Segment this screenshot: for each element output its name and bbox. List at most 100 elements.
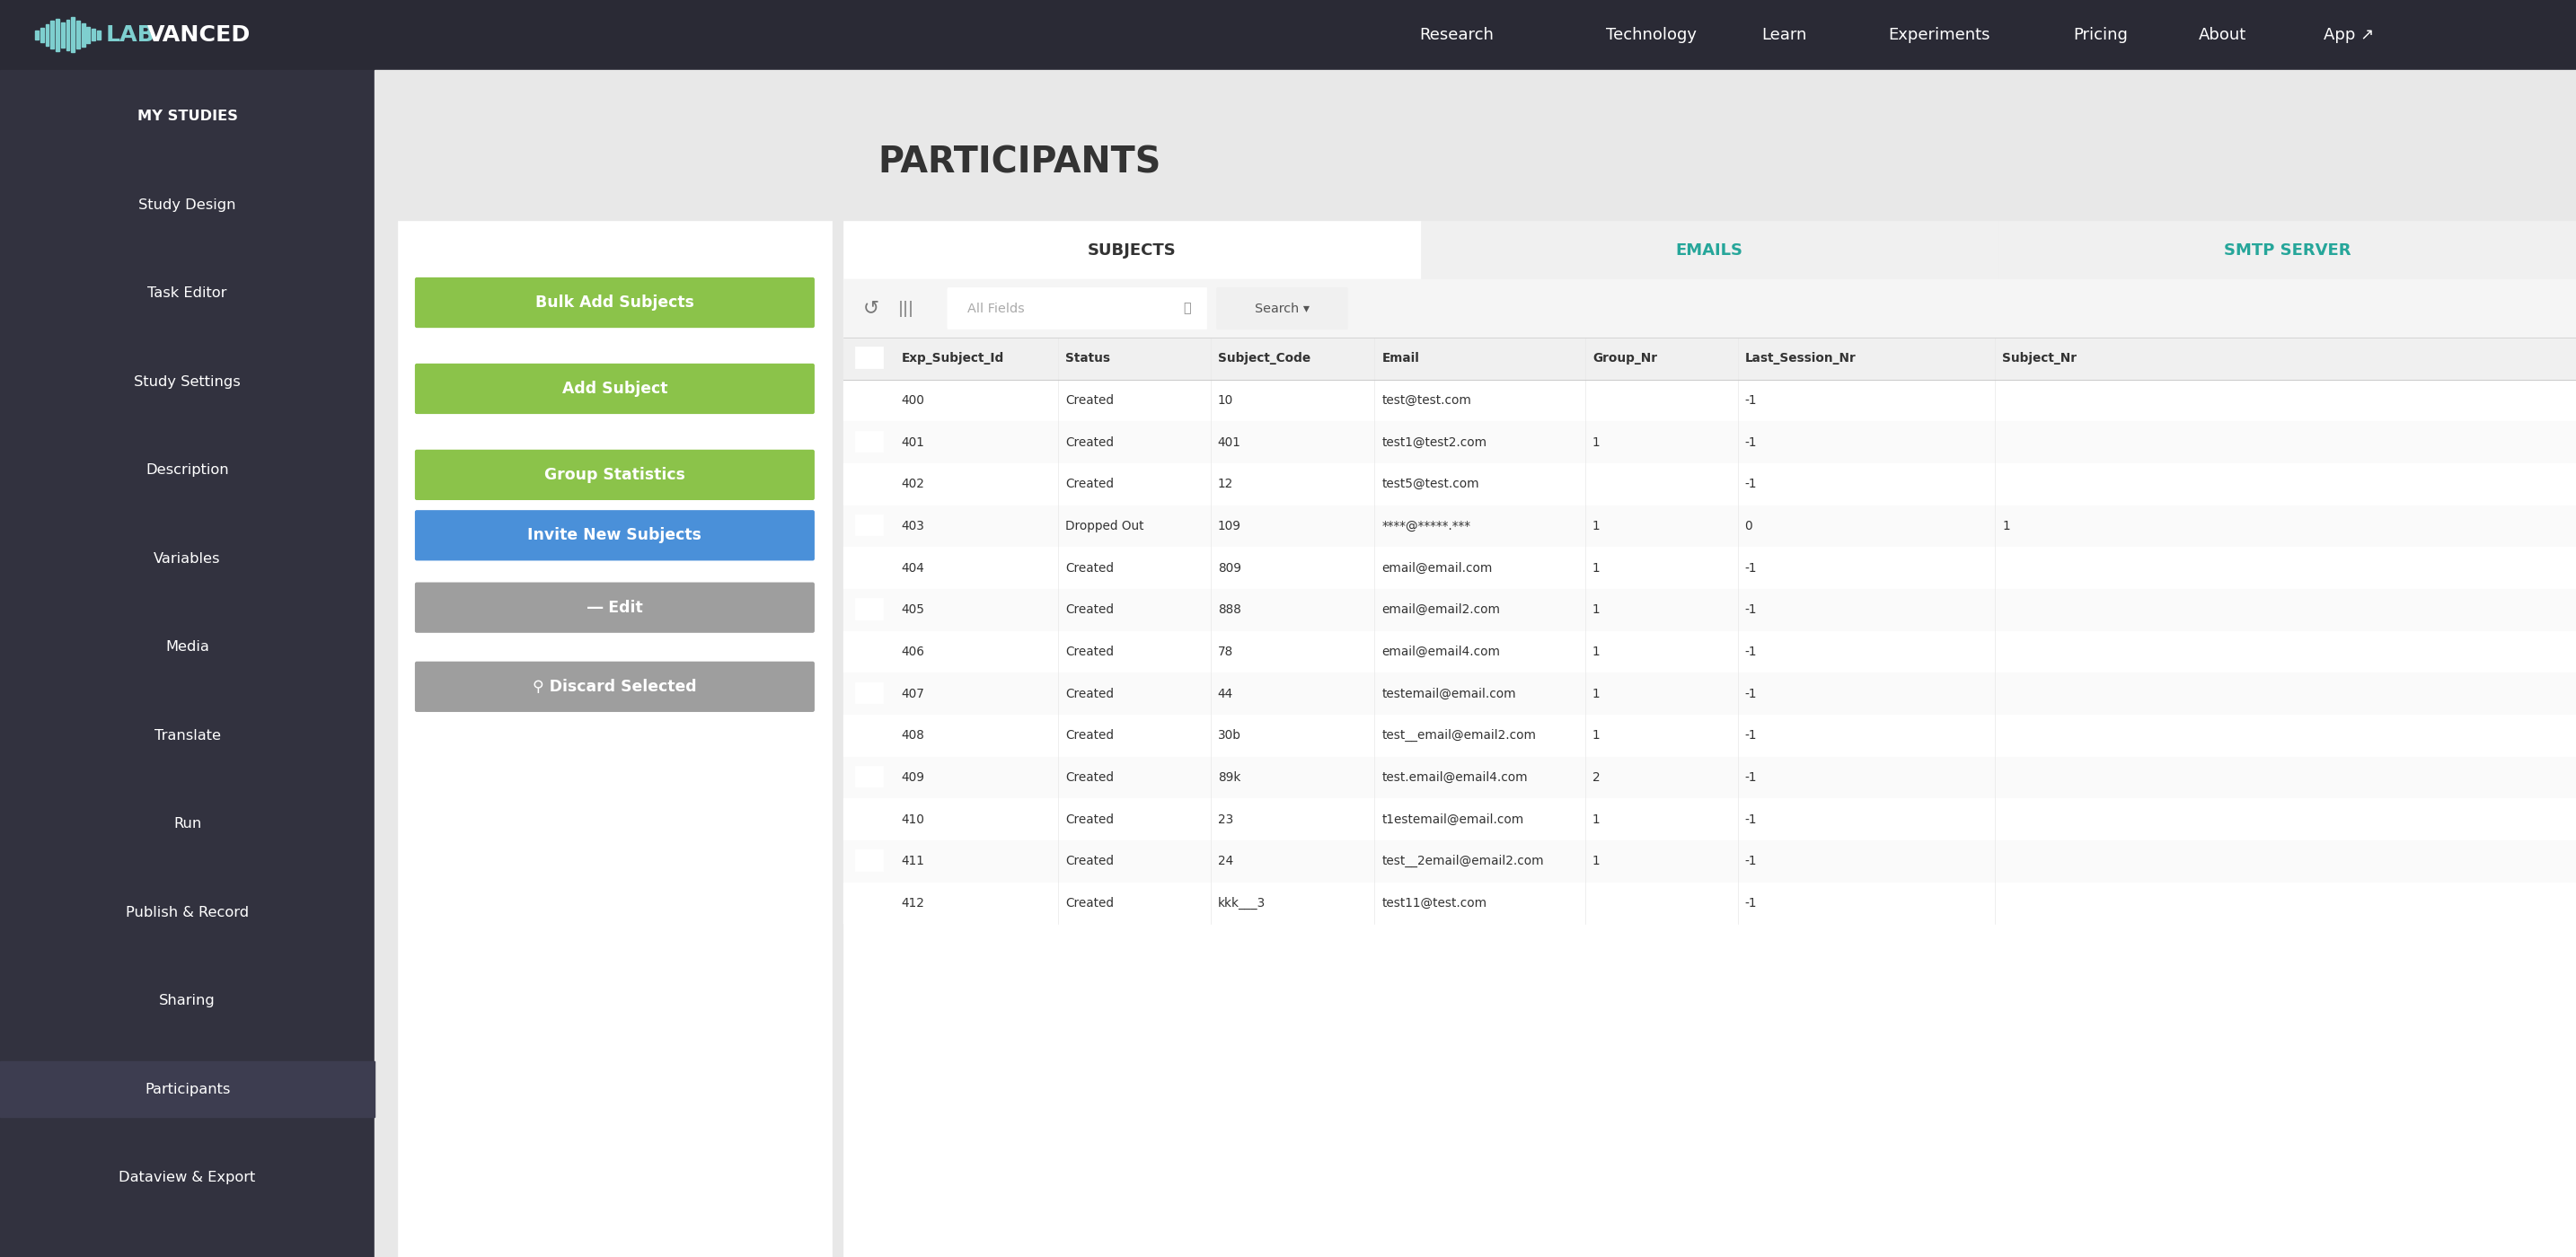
- Bar: [842, 338, 2576, 380]
- Text: Variables: Variables: [155, 552, 222, 566]
- Text: -1: -1: [1744, 729, 1757, 742]
- Bar: [67, 20, 70, 50]
- Text: 1: 1: [1592, 562, 1600, 574]
- Text: Created: Created: [1066, 897, 1113, 910]
- Bar: [41, 28, 44, 41]
- Text: 1: 1: [1592, 813, 1600, 826]
- Text: test11@test.com: test11@test.com: [1381, 897, 1486, 910]
- Text: EMAILS: EMAILS: [1677, 243, 1744, 259]
- Text: Pricing: Pricing: [2074, 26, 2128, 43]
- Text: Last_Session_Nr: Last_Session_Nr: [1744, 352, 1855, 365]
- Bar: [88, 26, 90, 43]
- Text: 409: 409: [902, 772, 925, 784]
- Bar: [842, 279, 2576, 338]
- Text: 401: 401: [1218, 436, 1242, 449]
- Text: -1: -1: [1744, 395, 1757, 407]
- Bar: [855, 388, 884, 410]
- Bar: [855, 640, 884, 661]
- Text: test__2email@email2.com: test__2email@email2.com: [1381, 855, 1543, 867]
- Text: 78: 78: [1218, 646, 1234, 659]
- Bar: [855, 347, 884, 368]
- Text: -1: -1: [1744, 603, 1757, 616]
- Text: 405: 405: [902, 603, 925, 616]
- Bar: [842, 464, 2576, 505]
- FancyBboxPatch shape: [1216, 288, 1347, 329]
- Text: 1: 1: [1592, 646, 1600, 659]
- Text: Add Subject: Add Subject: [562, 381, 667, 397]
- Text: test@test.com: test@test.com: [1381, 395, 1471, 407]
- Bar: [93, 29, 95, 40]
- Text: Email: Email: [1381, 352, 1419, 365]
- Text: Created: Created: [1066, 646, 1113, 659]
- Text: Research: Research: [1419, 26, 1494, 43]
- Text: Technology: Technology: [1605, 26, 1698, 43]
- Text: Dropped Out: Dropped Out: [1066, 520, 1144, 533]
- Text: email@email4.com: email@email4.com: [1381, 646, 1499, 659]
- Text: Status: Status: [1066, 352, 1110, 365]
- Text: 109: 109: [1218, 520, 1242, 533]
- Text: Translate: Translate: [155, 729, 222, 743]
- Text: Created: Created: [1066, 855, 1113, 867]
- Text: Sharing: Sharing: [160, 994, 216, 1008]
- Bar: [842, 590, 2576, 631]
- Text: Group Statistics: Group Statistics: [544, 466, 685, 483]
- Text: 402: 402: [902, 478, 925, 490]
- Text: 89k: 89k: [1218, 772, 1242, 784]
- Text: 403: 403: [902, 520, 925, 533]
- Text: Subject_Nr: Subject_Nr: [2002, 352, 2076, 365]
- Bar: [0, 0, 2576, 70]
- Text: 1: 1: [1592, 603, 1600, 616]
- Bar: [855, 598, 884, 620]
- Text: Task Editor: Task Editor: [147, 287, 227, 300]
- Bar: [98, 30, 100, 39]
- Bar: [1422, 221, 1999, 279]
- Text: MY STUDIES: MY STUDIES: [137, 109, 237, 123]
- Text: 400: 400: [902, 395, 925, 407]
- Text: 1: 1: [1592, 688, 1600, 700]
- Bar: [855, 724, 884, 745]
- Text: Created: Created: [1066, 772, 1113, 784]
- Bar: [855, 557, 884, 577]
- Text: Description: Description: [147, 464, 229, 476]
- Text: App ↗: App ↗: [2324, 26, 2375, 43]
- Text: Created: Created: [1066, 395, 1113, 407]
- Bar: [855, 766, 884, 787]
- Text: Created: Created: [1066, 436, 1113, 449]
- Text: 1: 1: [1592, 436, 1600, 449]
- FancyBboxPatch shape: [948, 288, 1208, 329]
- Text: Learn: Learn: [1762, 26, 1808, 43]
- Bar: [57, 19, 59, 52]
- Bar: [842, 421, 2576, 464]
- Text: 12: 12: [1218, 478, 1234, 490]
- Bar: [0, 70, 374, 1257]
- Bar: [855, 514, 884, 535]
- Bar: [842, 757, 2576, 798]
- Text: Exp_Subject_Id: Exp_Subject_Id: [902, 352, 1005, 365]
- FancyBboxPatch shape: [415, 662, 814, 711]
- Text: 2: 2: [1592, 772, 1600, 784]
- Text: Dataview & Export: Dataview & Export: [118, 1172, 255, 1184]
- Text: 🔍: 🔍: [1182, 302, 1190, 314]
- Bar: [36, 30, 39, 39]
- Text: Run: Run: [173, 817, 201, 831]
- Text: Participants: Participants: [144, 1082, 229, 1096]
- Text: 44: 44: [1218, 688, 1234, 700]
- Text: SUBJECTS: SUBJECTS: [1087, 243, 1177, 259]
- Text: |||: |||: [899, 300, 914, 317]
- Text: testemail@email.com: testemail@email.com: [1381, 688, 1517, 700]
- Bar: [842, 882, 2576, 924]
- Text: Created: Created: [1066, 603, 1113, 616]
- Text: SMTP SERVER: SMTP SERVER: [2223, 243, 2352, 259]
- Text: Study Design: Study Design: [139, 199, 237, 211]
- Bar: [842, 841, 2576, 882]
- Text: 809: 809: [1218, 562, 1242, 574]
- Text: email@email.com: email@email.com: [1381, 562, 1492, 574]
- Text: t1estemail@email.com: t1estemail@email.com: [1381, 813, 1525, 826]
- FancyBboxPatch shape: [415, 365, 814, 414]
- Text: 0: 0: [1744, 520, 1752, 533]
- Text: 406: 406: [902, 646, 925, 659]
- Text: About: About: [2197, 26, 2246, 43]
- Bar: [0, 1061, 374, 1117]
- Text: All Fields: All Fields: [966, 302, 1025, 314]
- Text: 10: 10: [1218, 395, 1234, 407]
